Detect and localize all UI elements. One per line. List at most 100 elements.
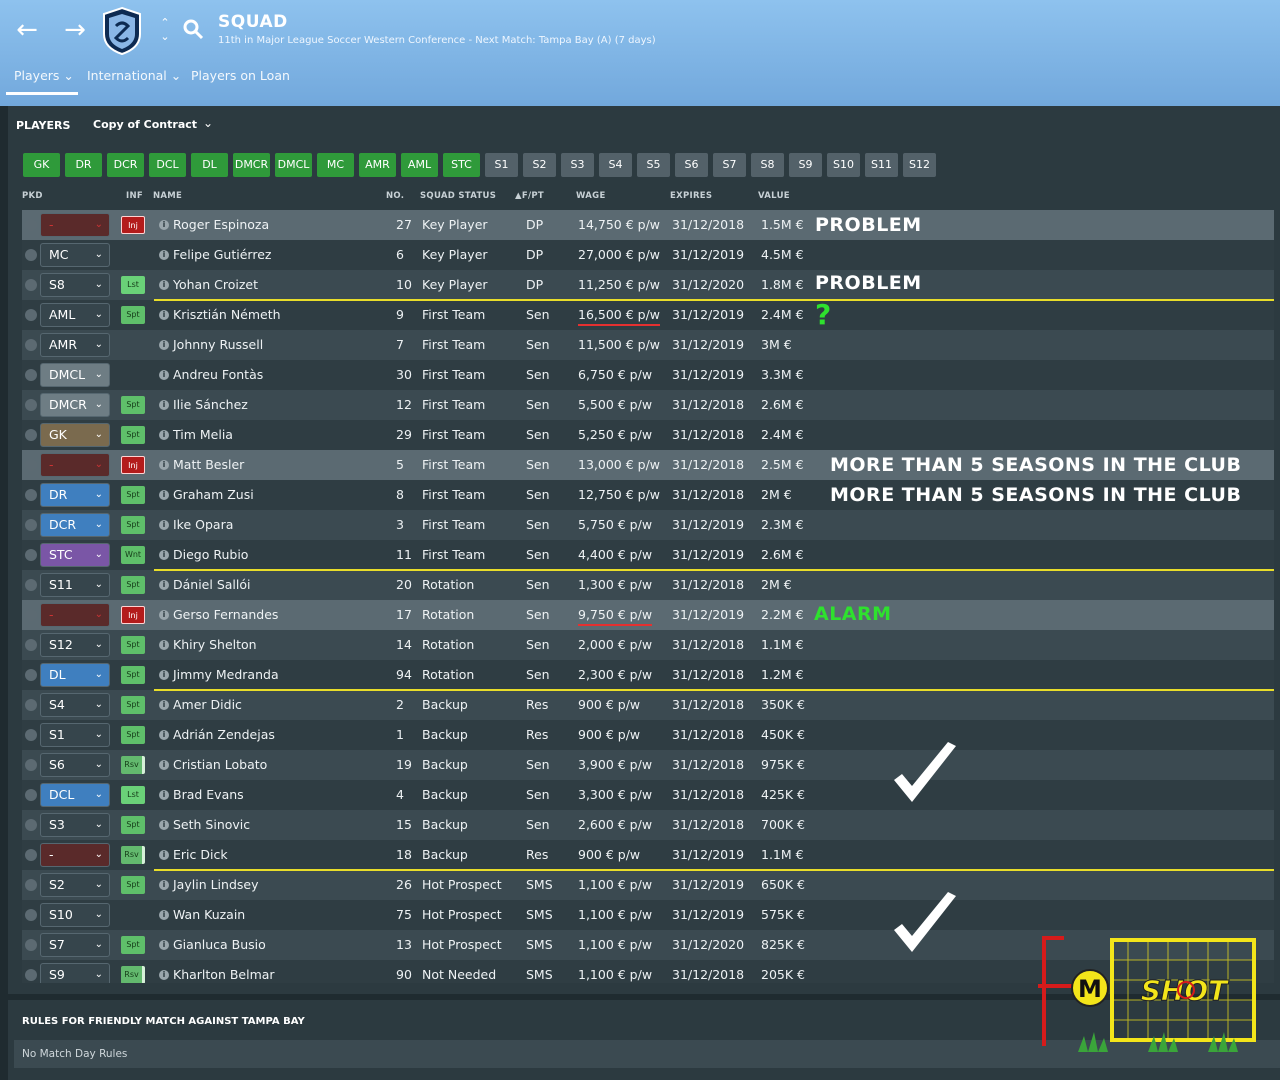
position-dropdown[interactable]: DMCR ⌄ xyxy=(40,393,110,417)
table-row[interactable]: S3 ⌄ Spt i Seth Sinovic 15 Backup Sen 2,600 € p/… xyxy=(22,810,1280,840)
table-row[interactable]: - ⌄ Inj i Matt Besler 5 First Team Sen 13,000 € … xyxy=(22,450,1280,480)
position-dropdown[interactable]: S6 ⌄ xyxy=(40,753,110,777)
player-name[interactable]: Jimmy Medranda xyxy=(173,667,279,682)
info-icon[interactable]: i xyxy=(159,940,169,950)
position-filter-gk[interactable]: GK xyxy=(23,153,60,177)
info-icon[interactable]: i xyxy=(159,820,169,830)
info-badge[interactable]: Spt xyxy=(121,636,145,654)
row-select-checkbox[interactable] xyxy=(25,819,37,831)
table-row[interactable]: S10 ⌄ i Wan Kuzain 75 Hot Prospect SMS 1,100 € … xyxy=(22,900,1280,930)
info-icon[interactable]: i xyxy=(159,760,169,770)
position-dropdown[interactable]: S3 ⌄ xyxy=(40,813,110,837)
position-dropdown[interactable]: DR ⌄ xyxy=(40,483,110,507)
position-dropdown[interactable]: AML ⌄ xyxy=(40,303,110,327)
player-name[interactable]: Kharlton Belmar xyxy=(173,967,275,982)
info-icon[interactable]: i xyxy=(159,340,169,350)
position-dropdown[interactable]: DL ⌄ xyxy=(40,663,110,687)
tab-players[interactable]: Players ⌄ xyxy=(14,68,74,83)
table-row[interactable]: AMR ⌄ i Johnny Russell 7 First Team Sen 11,500 … xyxy=(22,330,1280,360)
info-badge[interactable]: Wnt xyxy=(121,546,145,564)
info-icon[interactable]: i xyxy=(159,550,169,560)
table-row[interactable]: S4 ⌄ Spt i Amer Didic 2 Backup Res 900 € p/w 31/1… xyxy=(22,690,1280,720)
player-name[interactable]: Matt Besler xyxy=(173,457,245,472)
position-dropdown[interactable]: STC ⌄ xyxy=(40,543,110,567)
info-badge[interactable]: Spt xyxy=(121,396,145,414)
row-select-checkbox[interactable] xyxy=(25,849,37,861)
row-select-checkbox[interactable] xyxy=(25,519,37,531)
position-filter-s7[interactable]: S7 xyxy=(713,153,746,177)
player-name[interactable]: Johnny Russell xyxy=(173,337,264,352)
position-dropdown[interactable]: S7 ⌄ xyxy=(40,933,110,957)
player-name[interactable]: Brad Evans xyxy=(173,787,244,802)
position-dropdown[interactable]: S10 ⌄ xyxy=(40,903,110,927)
player-name[interactable]: Eric Dick xyxy=(173,847,228,862)
table-row[interactable]: DMCR ⌄ Spt i Ilie Sánchez 12 First Team Sen 5,50… xyxy=(22,390,1280,420)
up-down-arrows-icon[interactable]: ⌃ ⌄ xyxy=(160,16,170,43)
table-row[interactable]: S12 ⌄ Spt i Khiry Shelton 14 Rotation Sen 2,000 … xyxy=(22,630,1280,660)
position-dropdown[interactable]: S8 ⌄ xyxy=(40,273,110,297)
position-dropdown[interactable]: S9 ⌄ xyxy=(40,963,110,983)
position-filter-dcr[interactable]: DCR xyxy=(107,153,144,177)
info-badge[interactable]: Inj xyxy=(121,456,145,474)
column-header-squad-status[interactable]: SQUAD STATUS xyxy=(420,191,497,201)
row-select-checkbox[interactable] xyxy=(25,969,37,981)
player-name[interactable]: Graham Zusi xyxy=(173,487,254,502)
position-filter-s11[interactable]: S11 xyxy=(865,153,898,177)
player-name[interactable]: Dániel Sallói xyxy=(173,577,251,592)
table-row[interactable]: S7 ⌄ Spt i Gianluca Busio 13 Hot Prospect SMS 1,… xyxy=(22,930,1280,960)
column-header-value[interactable]: VALUE xyxy=(758,191,790,201)
info-badge[interactable]: Spt xyxy=(121,666,145,684)
column-header-no[interactable]: NO. xyxy=(386,191,405,201)
position-filter-aml[interactable]: AML xyxy=(401,153,438,177)
position-filter-dmcl[interactable]: DMCL xyxy=(275,153,312,177)
table-row[interactable]: AML ⌄ Spt i Krisztián Németh 9 First Team Sen 16… xyxy=(22,300,1280,330)
row-select-checkbox[interactable] xyxy=(25,399,37,411)
table-row[interactable]: DR ⌄ Spt i Graham Zusi 8 First Team Sen 12,750 €… xyxy=(22,480,1280,510)
position-dropdown[interactable]: S2 ⌄ xyxy=(40,873,110,897)
player-name[interactable]: Tim Melia xyxy=(173,427,233,442)
table-row[interactable]: GK ⌄ Spt i Tim Melia 29 First Team Sen 5,250 € p… xyxy=(22,420,1280,450)
player-name[interactable]: Adrián Zendejas xyxy=(173,727,275,742)
table-row[interactable]: - ⌄ Rsv i Eric Dick 18 Backup Res 900 € p/w 31/12… xyxy=(22,840,1280,870)
position-dropdown[interactable]: DCR ⌄ xyxy=(40,513,110,537)
row-select-checkbox[interactable] xyxy=(25,669,37,681)
position-dropdown[interactable]: S4 ⌄ xyxy=(40,693,110,717)
position-dropdown[interactable]: - ⌄ xyxy=(40,843,110,867)
column-header-pkd[interactable]: PKD xyxy=(22,191,43,201)
row-select-checkbox[interactable] xyxy=(25,459,37,471)
info-icon[interactable]: i xyxy=(159,520,169,530)
player-name[interactable]: Felipe Gutiérrez xyxy=(173,247,272,262)
position-dropdown[interactable]: S11 ⌄ xyxy=(40,573,110,597)
player-name[interactable]: Cristian Lobato xyxy=(173,757,268,772)
column-header-name[interactable]: NAME xyxy=(153,191,183,201)
info-badge[interactable]: Spt xyxy=(121,486,145,504)
table-row[interactable]: DMCL ⌄ i Andreu Fontàs 30 First Team Sen 6,750 … xyxy=(22,360,1280,390)
info-badge[interactable]: Spt xyxy=(121,876,145,894)
info-icon[interactable]: i xyxy=(159,910,169,920)
row-select-checkbox[interactable] xyxy=(25,549,37,561)
info-badge[interactable]: Spt xyxy=(121,426,145,444)
info-icon[interactable]: i xyxy=(159,580,169,590)
info-badge[interactable]: Spt xyxy=(121,576,145,594)
position-filter-s9[interactable]: S9 xyxy=(789,153,822,177)
table-row[interactable]: - ⌄ Inj i Roger Espinoza 27 Key Player DP 14,750… xyxy=(22,210,1280,240)
info-icon[interactable]: i xyxy=(159,730,169,740)
player-name[interactable]: Jaylin Lindsey xyxy=(173,877,259,892)
info-badge[interactable]: Rsv xyxy=(121,966,145,983)
info-badge[interactable]: Inj xyxy=(121,216,145,234)
position-filter-s4[interactable]: S4 xyxy=(599,153,632,177)
position-filter-stc[interactable]: STC xyxy=(443,153,480,177)
info-icon[interactable]: i xyxy=(159,370,169,380)
info-badge[interactable]: Spt xyxy=(121,306,145,324)
player-name[interactable]: Khiry Shelton xyxy=(173,637,257,652)
position-filter-dmcr[interactable]: DMCR xyxy=(233,153,270,177)
back-arrow-icon[interactable]: ← xyxy=(16,15,38,45)
search-icon[interactable] xyxy=(182,18,204,40)
row-select-checkbox[interactable] xyxy=(25,729,37,741)
position-filter-amr[interactable]: AMR xyxy=(359,153,396,177)
info-icon[interactable]: i xyxy=(159,280,169,290)
player-name[interactable]: Amer Didic xyxy=(173,697,242,712)
column-header-fpt[interactable]: ▲F/PT xyxy=(515,191,544,201)
tab-international[interactable]: International ⌄ xyxy=(87,68,182,83)
position-filter-s10[interactable]: S10 xyxy=(827,153,860,177)
